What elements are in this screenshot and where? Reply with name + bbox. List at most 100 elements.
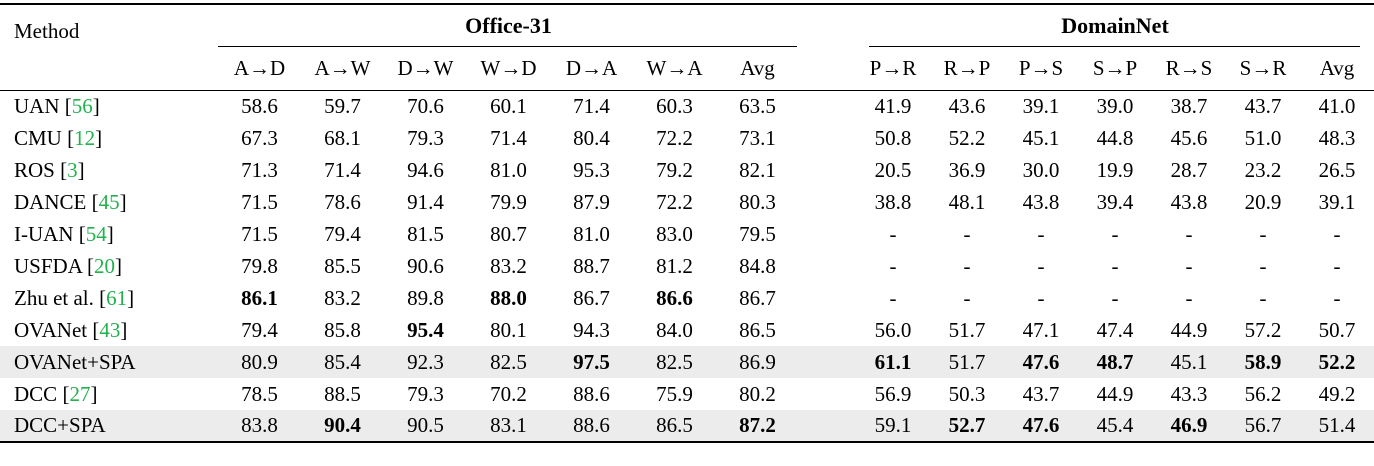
citation-link[interactable]: 45	[98, 189, 120, 214]
group-header-domainnet: DomainNet	[856, 4, 1374, 47]
method-cell: DCC [27]	[0, 378, 218, 410]
domainnet-value-cell: -	[1111, 285, 1119, 310]
citation-link[interactable]: 3	[67, 157, 78, 182]
domainnet-value-cell: 43.7	[1244, 93, 1282, 118]
office31-value-cell: 94.6	[407, 157, 444, 182]
office31-value-cell: 87.9	[573, 189, 610, 214]
domainnet-value-cell: -	[889, 285, 897, 310]
table-row: Zhu et al. [61] 86.1 83.2 89.8 88.0 86.7 86.6 8…	[0, 282, 1374, 314]
domainnet-value-cell: 52.2	[1318, 349, 1356, 374]
domainnet-value-cell: 20.5	[874, 157, 912, 182]
group-spacer-cell	[799, 250, 856, 282]
office31-value-cell: 88.6	[573, 413, 610, 437]
office31-value-cell: 85.8	[324, 317, 361, 342]
method-cell: ROS [3]	[0, 154, 218, 186]
domainnet-value-cell: 44.8	[1096, 125, 1134, 150]
table-row: UAN [56] 58.6 59.7 70.6 60.1 71.4 60.3 63.5 41.9…	[0, 90, 1374, 122]
table-row: OVANet+SPA 80.9 85.4 92.3 82.5 97.5 82.5 86.9 61…	[0, 346, 1374, 378]
domainnet-value-cell: 48.1	[948, 189, 986, 214]
column-header: R→S	[1152, 47, 1226, 91]
domainnet-value-cell: 23.2	[1244, 157, 1282, 182]
column-header: Avg	[1300, 47, 1374, 91]
citation-link[interactable]: 27	[69, 381, 91, 406]
method-name: USFDA	[14, 253, 82, 278]
method-cell: DANCE [45]	[0, 186, 218, 218]
office31-value-cell: 85.4	[324, 349, 361, 374]
domainnet-value-cell: 51.7	[948, 317, 986, 342]
domainnet-value-cell: 51.4	[1318, 413, 1356, 437]
office31-value-cell: 89.8	[407, 285, 444, 310]
column-header: D→W	[384, 47, 467, 91]
office31-value-cell: 81.2	[656, 253, 693, 278]
domainnet-value-cell: -	[1037, 253, 1045, 278]
domainnet-value-cell: 51.0	[1244, 125, 1282, 150]
table-body: UAN [56] 58.6 59.7 70.6 60.1 71.4 60.3 63.5 41.9…	[0, 90, 1374, 442]
citation-bracket: ]	[114, 253, 122, 278]
office31-value-cell: 85.5	[324, 253, 361, 278]
citation-link[interactable]: 54	[85, 221, 107, 246]
office31-value-cell: 86.7	[739, 285, 776, 310]
table-row: I-UAN [54] 71.5 79.4 81.5 80.7 81.0 83.0 79.5 - -…	[0, 218, 1374, 250]
office31-value-cell: 88.6	[573, 381, 610, 406]
office31-value-cell: 80.3	[739, 189, 776, 214]
citation-link[interactable]: 43	[99, 317, 121, 342]
office31-value-cell: 58.6	[241, 93, 278, 118]
office31-value-cell: 92.3	[407, 349, 444, 374]
method-cell: Zhu et al. [61]	[0, 282, 218, 314]
method-name: ROS	[14, 157, 55, 182]
citation-bracket: [	[81, 253, 94, 278]
domainnet-value-cell: 56.9	[874, 381, 912, 406]
method-name: OVANet	[14, 317, 88, 342]
office31-value-cell: 82.1	[739, 157, 776, 182]
domainnet-value-cell: 61.1	[874, 349, 912, 374]
group-spacer-cell	[799, 154, 856, 186]
domainnet-value-cell: 38.8	[874, 189, 912, 214]
office31-value-cell: 86.5	[656, 413, 693, 437]
office31-value-cell: 90.5	[407, 413, 444, 437]
office31-value-cell: 88.7	[573, 253, 610, 278]
office31-value-cell: 71.5	[241, 221, 278, 246]
citation-link[interactable]: 20	[93, 253, 115, 278]
domainnet-value-cell: 43.6	[948, 93, 986, 118]
method-cell: USFDA [20]	[0, 250, 218, 282]
office31-value-cell: 82.5	[490, 349, 527, 374]
domainnet-value-cell: -	[889, 221, 897, 246]
method-column-header: Method	[0, 4, 218, 91]
citation-link[interactable]: 12	[74, 125, 96, 150]
domainnet-value-cell: 48.3	[1318, 125, 1356, 150]
results-table: Method Office-31 DomainNet A→D A→W D→W W→D D…	[0, 3, 1374, 443]
citation-bracket: [	[93, 285, 107, 310]
group-spacer-cell	[799, 90, 856, 122]
column-header: Avg	[716, 47, 799, 91]
citation-link[interactable]: 61	[106, 285, 128, 310]
domainnet-value-cell: 39.0	[1096, 93, 1134, 118]
office31-value-cell: 82.5	[656, 349, 693, 374]
method-cell: I-UAN [54]	[0, 218, 218, 250]
citation-link[interactable]: 56	[71, 93, 93, 118]
table-row: CMU [12] 67.3 68.1 79.3 71.4 80.4 72.2 73.1 50.8…	[0, 122, 1374, 154]
office31-value-cell: 83.1	[490, 413, 527, 437]
office31-value-cell: 91.4	[407, 189, 444, 214]
office31-value-cell: 73.1	[739, 125, 776, 150]
office31-value-cell: 72.2	[656, 189, 693, 214]
column-header: S→P	[1078, 47, 1152, 91]
office31-value-cell: 60.3	[656, 93, 693, 118]
domainnet-value-cell: -	[1185, 285, 1193, 310]
domainnet-value-cell: 45.6	[1170, 125, 1208, 150]
domainnet-value-cell: -	[1111, 253, 1119, 278]
group-spacer-cell	[799, 218, 856, 250]
group-header-row: Method Office-31 DomainNet	[0, 4, 1374, 91]
office31-value-cell: 80.1	[490, 317, 527, 342]
office31-value-cell: 97.5	[573, 349, 610, 374]
office31-value-cell: 84.8	[739, 253, 776, 278]
office31-value-cell: 86.9	[739, 349, 776, 374]
domainnet-value-cell: 50.8	[874, 125, 912, 150]
table-row: DCC+SPA 83.8 90.4 90.5 83.1 88.6 86.5 87.2 59.1 5…	[0, 410, 1374, 442]
office31-value-cell: 59.7	[324, 93, 361, 118]
domainnet-value-cell: 45.1	[1022, 125, 1060, 150]
domainnet-value-cell: 30.0	[1022, 157, 1060, 182]
group-spacer-cell	[799, 282, 856, 314]
group-spacer-cell	[799, 410, 856, 442]
domainnet-value-cell: 41.0	[1318, 93, 1356, 118]
office31-value-cell: 90.4	[324, 413, 361, 437]
